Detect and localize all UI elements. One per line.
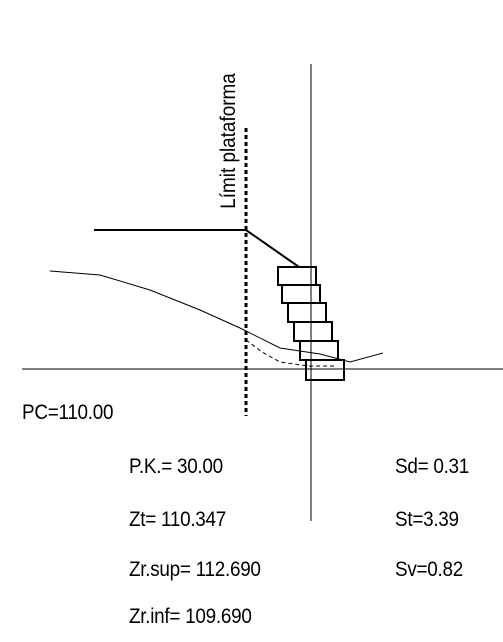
wall-block [277,266,317,286]
platform-upper-outline [94,229,300,268]
zr-sup-label: Zr.sup= 112.690 [129,558,261,581]
pc-label: PC=110.00 [22,401,114,424]
zt-label: Zt= 110.347 [129,508,227,531]
st-label: St=3.39 [395,508,459,531]
wall-block-foundation [305,359,345,381]
sd-label: Sd= 0.31 [395,455,470,478]
wall-block [293,321,333,342]
sv-label: Sv=0.82 [395,558,463,581]
platform-limit-label: Límit plataforma [217,73,240,209]
wall-block [281,284,321,304]
terrain-profile-line [49,270,384,363]
wall-block [287,302,327,323]
zr-inf-label: Zr.inf= 109.690 [129,605,252,628]
pk-label: P.K.= 30.00 [129,455,223,478]
excavation-dashed-line [245,339,335,367]
